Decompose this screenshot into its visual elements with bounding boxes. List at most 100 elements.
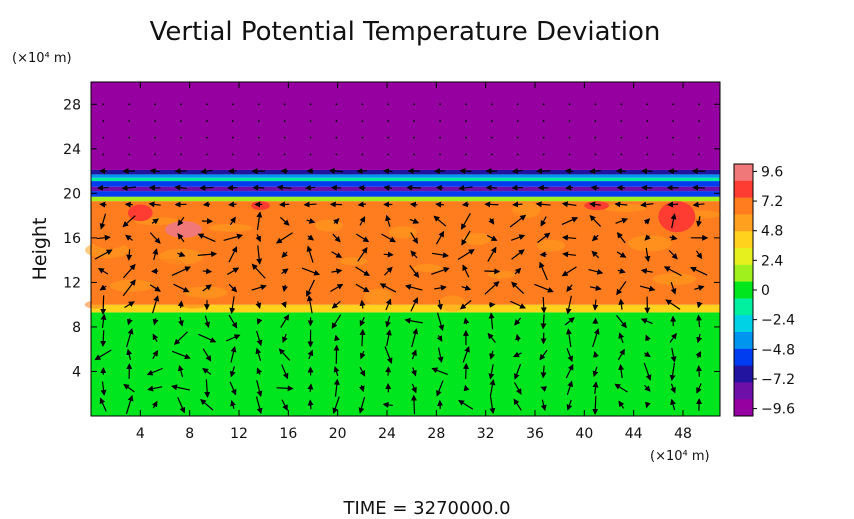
vector-arrow (516, 153, 519, 156)
y-axis-label: Height (29, 218, 51, 281)
vector-arrow (335, 153, 338, 156)
vector-arrow (461, 230, 471, 246)
colorbar-swatch (734, 315, 753, 333)
vector-arrow (385, 329, 392, 347)
vector-arrow (670, 383, 676, 394)
vector-arrow (231, 136, 234, 139)
vector-arrow (410, 394, 417, 415)
vector-arrow (432, 252, 449, 258)
vector-arrow (251, 263, 266, 279)
vector-arrow (409, 218, 420, 224)
vector-arrow (177, 216, 185, 226)
x-tick-label: 48 (674, 426, 692, 442)
vector-arrow (694, 285, 705, 291)
vector-arrow (458, 184, 473, 191)
vector-arrow (615, 314, 627, 329)
patch-2 (584, 201, 610, 211)
vector-arrow (614, 383, 628, 393)
vector-arrow (276, 385, 294, 392)
y-tick-label: 4 (72, 364, 81, 380)
vector-arrow (672, 153, 675, 156)
vector-arrow (355, 233, 370, 243)
vector-arrow (384, 266, 393, 276)
vector-arrow (434, 284, 447, 291)
vector-arrow (540, 216, 547, 227)
vector-arrow (620, 103, 623, 106)
vector-arrow (171, 384, 191, 391)
vector-arrow (592, 299, 599, 311)
texture-blob (553, 287, 574, 296)
vector-arrow (437, 347, 444, 363)
vector-arrow (334, 334, 340, 342)
vector-arrow (437, 299, 443, 311)
vector-arrow (154, 136, 157, 139)
texture-blob (150, 258, 187, 275)
vector-arrow (385, 214, 391, 227)
vector-arrow (696, 365, 703, 377)
vector-arrow (513, 398, 522, 411)
vector-arrow (387, 136, 390, 139)
vector-arrow (125, 394, 134, 415)
vector-arrow (99, 284, 107, 291)
vector-arrow (435, 201, 444, 208)
texture-blob (602, 256, 623, 269)
vector-arrow (465, 153, 467, 156)
vector-arrow (433, 215, 447, 227)
vector-arrow (565, 363, 574, 379)
vector-arrow (644, 247, 651, 263)
vector-arrow (484, 268, 501, 275)
vector-arrow (384, 346, 393, 364)
vector-arrow (197, 233, 216, 243)
vector-arrow (332, 396, 340, 414)
vector-arrow (279, 216, 290, 226)
vector-arrow (333, 366, 340, 377)
vector-arrow (665, 299, 681, 310)
vector-arrow (589, 201, 601, 208)
vector-arrow (332, 233, 341, 243)
vector-arrow (513, 363, 522, 380)
vector-arrow (359, 216, 366, 226)
y-tick-label: 12 (63, 275, 81, 291)
vector-arrow (465, 136, 467, 139)
vector-arrow (439, 153, 441, 156)
vector-arrow (255, 234, 261, 243)
vector-arrow (256, 211, 263, 231)
vector-arrow (174, 184, 187, 191)
vector-arrow (99, 397, 107, 412)
vector-arrow (94, 349, 112, 361)
colorbar-swatch (734, 214, 753, 232)
vector-arrow (333, 378, 340, 397)
vector-arrow (644, 234, 651, 241)
time-label: TIME = 3270000.0 (342, 498, 510, 519)
texture-blob (438, 295, 467, 312)
vector-arrow (177, 300, 184, 309)
vector-arrow (149, 284, 161, 292)
vector-arrow (204, 379, 211, 398)
vector-arrow (335, 136, 338, 139)
texture-blob (528, 249, 549, 262)
vector-arrow (257, 120, 260, 122)
vector-arrow (413, 153, 416, 156)
vector-arrow (100, 313, 107, 329)
vector-arrow (404, 284, 423, 291)
vector-arrow (542, 153, 545, 156)
vector-arrow (488, 218, 495, 225)
texture-blob (578, 218, 599, 235)
vector-arrow (463, 384, 470, 392)
vector-arrow (568, 136, 571, 139)
vector-arrow (230, 346, 237, 363)
x-tick-label: 4 (136, 426, 145, 442)
x-axis: 4 8 12 16 20 24 28 32 36 40 44 48 (136, 82, 692, 442)
vector-arrow (411, 328, 419, 348)
vector-arrow (698, 120, 700, 122)
vector-arrow (231, 153, 234, 156)
vector-arrow (484, 281, 500, 295)
x-tick-label: 32 (477, 426, 495, 442)
vector-arrow (257, 153, 260, 156)
vector-arrow (154, 103, 157, 106)
vector-arrow (490, 153, 493, 156)
vector-arrow (594, 103, 597, 106)
vector-arrow (382, 401, 393, 408)
vector-arrow (487, 246, 497, 262)
